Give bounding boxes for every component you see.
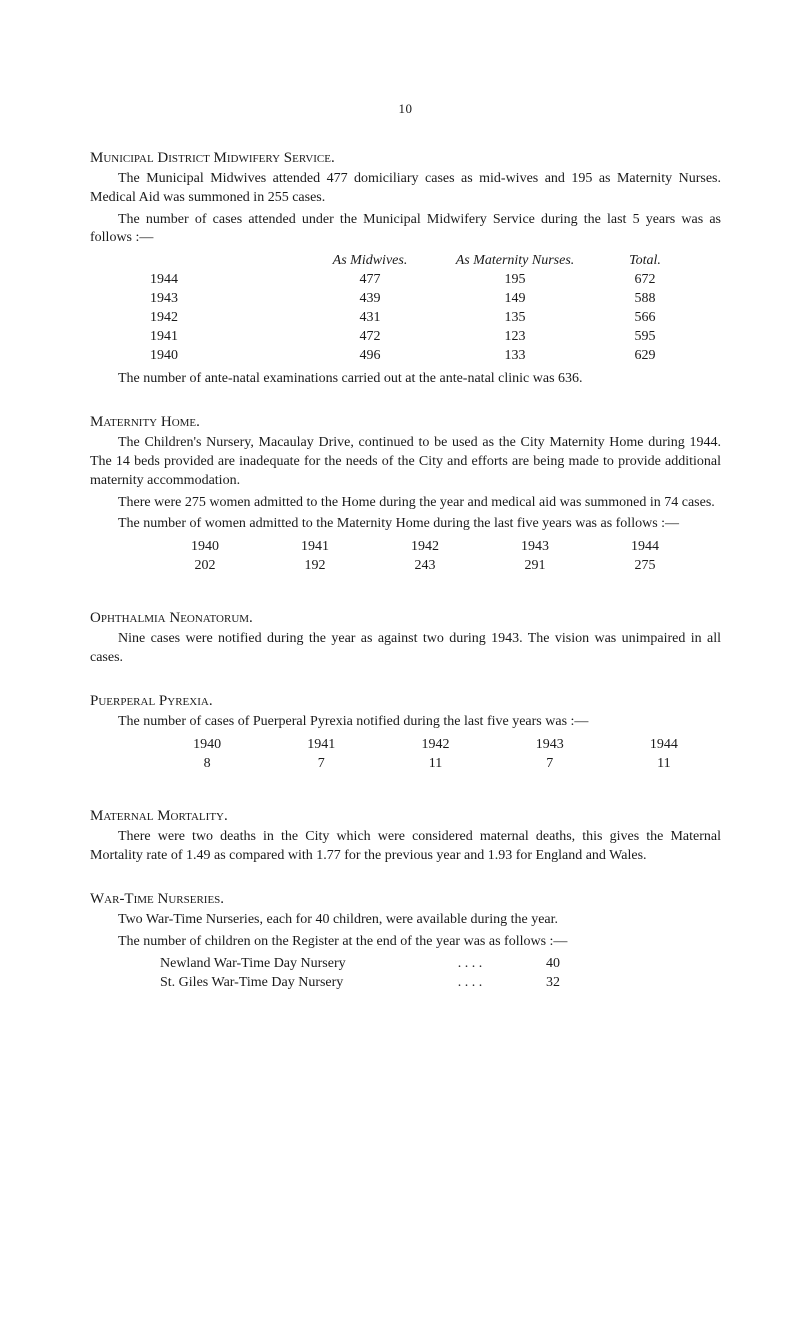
value-cell: 11 [607, 755, 721, 774]
municipal-table: As Midwives. As Maternity Nurses. Total.… [150, 252, 710, 365]
puerperal-para1: The number of cases of Puerperal Pyrexia… [90, 713, 721, 732]
maternity-para1: The Children's Nursery, Macaulay Drive, … [90, 434, 721, 491]
value-cell: 11 [378, 755, 492, 774]
cell-total: 566 [580, 309, 710, 328]
cell-year: 1943 [150, 290, 290, 309]
puerperal-table-values: 8 7 11 7 11 [150, 755, 721, 774]
table-row: 1943 439 149 588 [150, 290, 710, 309]
value-cell: 7 [264, 755, 378, 774]
value-cell: 192 [260, 557, 370, 576]
cell-total: 588 [580, 290, 710, 309]
section-heading-nurseries: War-Time Nurseries. [90, 889, 721, 909]
ophthalmia-para1: Nine cases were notified during the year… [90, 630, 721, 668]
municipal-para1: The Municipal Midwives attended 477 domi… [90, 170, 721, 208]
maternity-table: 1940 1941 1942 1943 1944 [150, 538, 721, 557]
cell-nurses: 149 [450, 290, 580, 309]
cell-year: 1942 [150, 309, 290, 328]
table-header-total: Total. [580, 252, 710, 271]
value-cell: 8 [150, 755, 264, 774]
value-cell: 243 [370, 557, 480, 576]
section-heading-maternity: Maternity Home. [90, 412, 721, 432]
year-cell: 1940 [150, 736, 264, 755]
nurseries-list: Newland War-Time Day Nursery . . . . 40 … [160, 955, 721, 993]
mortality-para1: There were two deaths in the City which … [90, 828, 721, 866]
year-cell: 1944 [607, 736, 721, 755]
municipal-para2: The number of cases attended under the M… [90, 211, 721, 249]
maternity-para3: The number of women admitted to the Mate… [90, 515, 721, 534]
year-cell: 1944 [590, 538, 700, 557]
cell-year: 1944 [150, 271, 290, 290]
maternity-para2: There were 275 women admitted to the Hom… [90, 494, 721, 513]
section-heading-puerperal: Puerperal Pyrexia. [90, 691, 721, 711]
cell-year: 1941 [150, 328, 290, 347]
cell-midwives: 496 [290, 347, 450, 366]
table-row: 1944 477 195 672 [150, 271, 710, 290]
year-cell: 1940 [150, 538, 260, 557]
cell-total: 629 [580, 347, 710, 366]
nursery-label: St. Giles War-Time Day Nursery [160, 974, 440, 993]
cell-nurses: 135 [450, 309, 580, 328]
table-header-midwives: As Midwives. [290, 252, 450, 271]
nurseries-para2: The number of children on the Register a… [90, 933, 721, 952]
year-cell: 1941 [260, 538, 370, 557]
value-cell: 202 [150, 557, 260, 576]
nursery-dots: . . . . [440, 974, 500, 993]
section-heading-ophthalmia: Ophthalmia Neonatorum. [90, 608, 721, 628]
nursery-entry: St. Giles War-Time Day Nursery . . . . 3… [160, 974, 721, 993]
section-heading-municipal: Municipal District Midwifery Service. [90, 148, 721, 168]
year-cell: 1942 [378, 736, 492, 755]
table-row: 1941 472 123 595 [150, 328, 710, 347]
table-header-nurses: As Maternity Nurses. [450, 252, 580, 271]
nursery-value: 40 [500, 955, 560, 974]
cell-midwives: 431 [290, 309, 450, 328]
nursery-entry: Newland War-Time Day Nursery . . . . 40 [160, 955, 721, 974]
maternity-table-values: 202 192 243 291 275 [150, 557, 721, 576]
cell-nurses: 123 [450, 328, 580, 347]
puerperal-table: 1940 1941 1942 1943 1944 [150, 736, 721, 755]
table-header-blank [150, 252, 290, 271]
value-cell: 275 [590, 557, 700, 576]
cell-nurses: 133 [450, 347, 580, 366]
page-number: 10 [90, 100, 721, 118]
municipal-para3: The number of ante-natal examinations ca… [90, 370, 721, 389]
value-cell: 7 [493, 755, 607, 774]
cell-nurses: 195 [450, 271, 580, 290]
year-cell: 1942 [370, 538, 480, 557]
cell-year: 1940 [150, 347, 290, 366]
nursery-dots: . . . . [440, 955, 500, 974]
cell-midwives: 472 [290, 328, 450, 347]
section-heading-mortality: Maternal Mortality. [90, 806, 721, 826]
cell-midwives: 477 [290, 271, 450, 290]
nurseries-para1: Two War-Time Nurseries, each for 40 chil… [90, 911, 721, 930]
table-row: 1942 431 135 566 [150, 309, 710, 328]
cell-total: 595 [580, 328, 710, 347]
year-cell: 1941 [264, 736, 378, 755]
nursery-value: 32 [500, 974, 560, 993]
year-cell: 1943 [493, 736, 607, 755]
cell-total: 672 [580, 271, 710, 290]
table-header-row: As Midwives. As Maternity Nurses. Total. [150, 252, 710, 271]
nursery-label: Newland War-Time Day Nursery [160, 955, 440, 974]
value-cell: 291 [480, 557, 590, 576]
cell-midwives: 439 [290, 290, 450, 309]
year-cell: 1943 [480, 538, 590, 557]
table-row: 1940 496 133 629 [150, 347, 710, 366]
